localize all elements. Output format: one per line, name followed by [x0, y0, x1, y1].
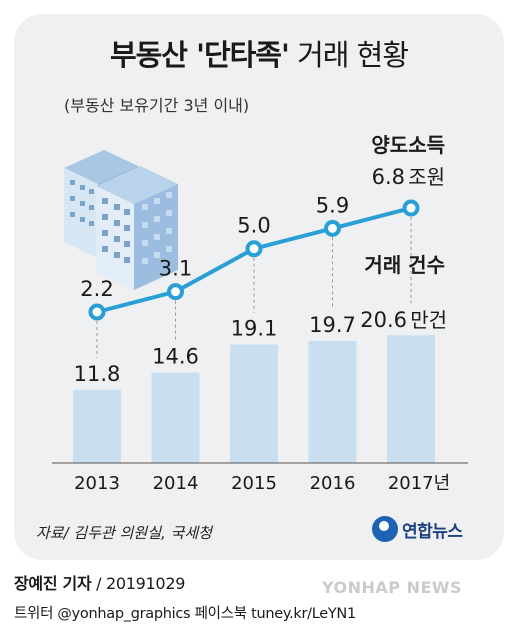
bar-label-2014: 14.6 — [152, 344, 199, 368]
line-label-2015: 5.0 — [237, 214, 270, 238]
yonhap-logo: 연합뉴스 — [372, 516, 463, 542]
line-marker-2016 — [324, 219, 341, 237]
bar-2013 — [73, 389, 121, 463]
line-markers — [88, 199, 420, 321]
bar-series-unit: 만건 — [410, 308, 447, 332]
line-label-2016: 5.9 — [316, 193, 349, 217]
line-marker-2017 — [402, 199, 420, 217]
line-marker-2014 — [167, 283, 184, 301]
line-marker-2015 — [245, 240, 263, 258]
bar-series — [73, 335, 435, 463]
watermark: YONHAP NEWS — [322, 578, 463, 597]
bar-2016 — [308, 340, 357, 463]
bar-2017 — [387, 335, 435, 463]
yonhap-logo-icon — [372, 516, 398, 542]
x-tick-2015: 2015 — [231, 473, 277, 494]
credit-line: 장예진 기자 / 20191029 — [14, 570, 185, 594]
line-series-unit: 조원 — [408, 165, 445, 189]
bar-2015 — [230, 344, 278, 463]
bar-label-2016: 19.7 — [309, 313, 356, 337]
x-tick-2014: 2014 — [153, 473, 199, 494]
guide-lines — [96, 217, 412, 358]
x-tick-labels: 2013 2014 2015 2016 2017년 — [74, 473, 450, 494]
bar-label-2015: 19.1 — [231, 317, 278, 341]
title-rest: 거래 현황 — [297, 38, 409, 72]
x-tick-2013: 2013 — [74, 473, 120, 494]
title-main: 부동산 '단타족' — [109, 38, 290, 72]
line-label-2013: 2.2 — [80, 277, 113, 301]
line-labels: 2.2 3.1 5.0 5.9 6.8 — [80, 165, 405, 301]
chart-card — [14, 14, 504, 560]
line-label-2017: 6.8 — [372, 165, 405, 189]
x-tick-2016: 2016 — [310, 473, 356, 494]
bar-series-name: 거래 건수 — [364, 253, 445, 277]
chart-title: 부동산 '단타족' 거래 현황 — [0, 32, 518, 74]
bar-labels: 11.8 14.6 19.1 19.7 20.6 — [74, 308, 407, 386]
line-series-name: 양도소득 — [371, 133, 445, 157]
chart-subtitle: (부동산 보유기간 3년 이내) — [64, 96, 250, 115]
source-note: 자료/ 김두관 의원실, 국세청 — [36, 524, 212, 542]
credit-date: / 20191029 — [91, 574, 186, 593]
line-marker-2013 — [88, 303, 106, 321]
social-handles: 트위터 @yonhap_graphics 페이스북 tuney.kr/LeYN1 — [14, 606, 356, 622]
building-icon — [64, 150, 178, 290]
bar-label-2013: 11.8 — [74, 362, 121, 386]
x-tick-2017: 2017년 — [388, 473, 450, 494]
bar-label-2017: 20.6 — [360, 308, 407, 332]
logo-text: 연합뉴스 — [402, 521, 463, 542]
credit-name: 장예진 기자 — [14, 574, 92, 593]
bar-2014 — [151, 372, 200, 463]
line-label-2014: 3.1 — [159, 257, 192, 281]
